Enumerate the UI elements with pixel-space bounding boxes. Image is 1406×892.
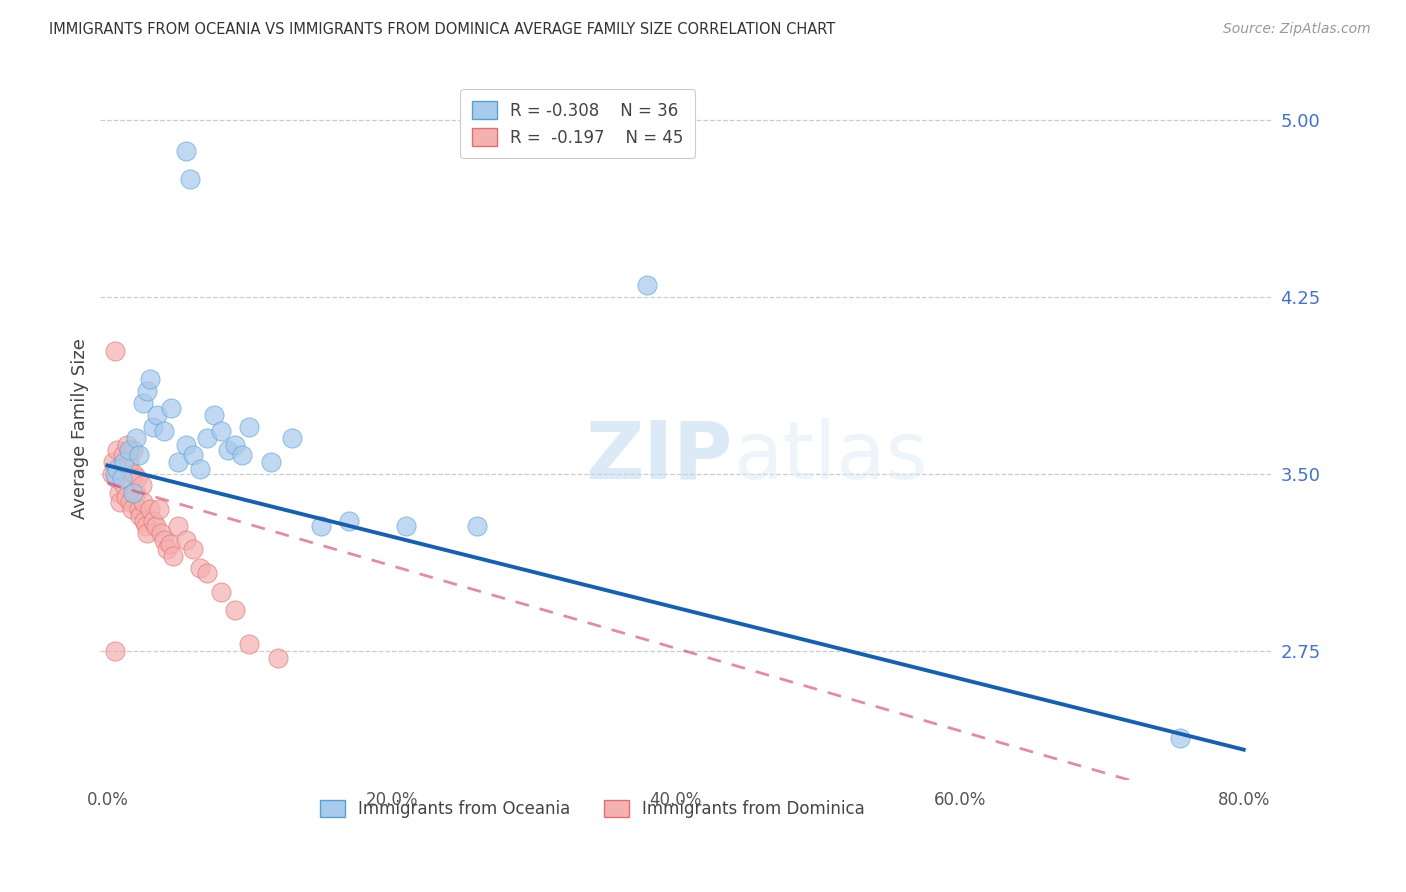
Point bbox=[105, 462, 128, 476]
Y-axis label: Average Family Size: Average Family Size bbox=[72, 338, 89, 519]
Point bbox=[111, 462, 134, 476]
Point bbox=[181, 448, 204, 462]
Point bbox=[162, 549, 184, 564]
Point bbox=[100, 467, 122, 481]
Point bbox=[132, 495, 155, 509]
Point bbox=[139, 372, 162, 386]
Point bbox=[110, 495, 132, 509]
Point bbox=[636, 278, 658, 293]
Text: ZIP: ZIP bbox=[586, 418, 733, 496]
Point bbox=[153, 533, 176, 547]
Point bbox=[136, 384, 159, 398]
Point bbox=[111, 471, 134, 485]
Point bbox=[174, 438, 197, 452]
Point bbox=[195, 431, 218, 445]
Point bbox=[128, 448, 150, 462]
Point bbox=[115, 490, 138, 504]
Point bbox=[101, 455, 124, 469]
Point bbox=[188, 462, 211, 476]
Point bbox=[465, 518, 488, 533]
Point bbox=[114, 455, 136, 469]
Point bbox=[103, 643, 125, 657]
Point bbox=[135, 518, 157, 533]
Point bbox=[209, 584, 232, 599]
Point bbox=[148, 502, 170, 516]
Point bbox=[281, 431, 304, 445]
Point bbox=[134, 514, 156, 528]
Point bbox=[160, 401, 183, 415]
Point bbox=[224, 438, 246, 452]
Point bbox=[112, 448, 135, 462]
Legend: Immigrants from Oceania, Immigrants from Dominica: Immigrants from Oceania, Immigrants from… bbox=[314, 793, 872, 825]
Point bbox=[136, 525, 159, 540]
Point bbox=[167, 518, 190, 533]
Point bbox=[238, 419, 260, 434]
Point bbox=[153, 424, 176, 438]
Point bbox=[238, 636, 260, 650]
Point bbox=[132, 396, 155, 410]
Point bbox=[105, 443, 128, 458]
Point bbox=[1168, 731, 1191, 745]
Point bbox=[121, 502, 143, 516]
Point bbox=[124, 467, 146, 481]
Point bbox=[103, 344, 125, 359]
Point bbox=[150, 525, 173, 540]
Point bbox=[260, 455, 283, 469]
Point bbox=[337, 514, 360, 528]
Point bbox=[118, 443, 141, 458]
Point bbox=[145, 518, 167, 533]
Point bbox=[128, 502, 150, 516]
Point bbox=[395, 518, 418, 533]
Point bbox=[167, 455, 190, 469]
Point bbox=[174, 533, 197, 547]
Point bbox=[142, 514, 165, 528]
Point bbox=[125, 485, 148, 500]
Point bbox=[267, 650, 290, 665]
Point bbox=[174, 144, 197, 158]
Point bbox=[131, 478, 153, 492]
Point bbox=[179, 172, 201, 186]
Point bbox=[117, 438, 139, 452]
Point bbox=[108, 485, 131, 500]
Point bbox=[129, 509, 152, 524]
Point bbox=[122, 443, 145, 458]
Point bbox=[125, 431, 148, 445]
Point bbox=[202, 408, 225, 422]
Point bbox=[122, 485, 145, 500]
Text: IMMIGRANTS FROM OCEANIA VS IMMIGRANTS FROM DOMINICA AVERAGE FAMILY SIZE CORRELAT: IMMIGRANTS FROM OCEANIA VS IMMIGRANTS FR… bbox=[49, 22, 835, 37]
Point bbox=[156, 542, 179, 557]
Point bbox=[118, 455, 141, 469]
Text: Source: ZipAtlas.com: Source: ZipAtlas.com bbox=[1223, 22, 1371, 37]
Point bbox=[188, 561, 211, 575]
Point bbox=[217, 443, 239, 458]
Point bbox=[114, 478, 136, 492]
Text: atlas: atlas bbox=[733, 418, 928, 496]
Point bbox=[209, 424, 232, 438]
Point bbox=[103, 467, 125, 481]
Point bbox=[159, 537, 181, 551]
Point bbox=[139, 502, 162, 516]
Point bbox=[146, 408, 169, 422]
Point bbox=[181, 542, 204, 557]
Point bbox=[104, 471, 127, 485]
Point bbox=[120, 495, 142, 509]
Point bbox=[224, 603, 246, 617]
Point bbox=[231, 448, 253, 462]
Point bbox=[309, 518, 332, 533]
Point bbox=[195, 566, 218, 580]
Point bbox=[142, 419, 165, 434]
Point bbox=[127, 471, 149, 485]
